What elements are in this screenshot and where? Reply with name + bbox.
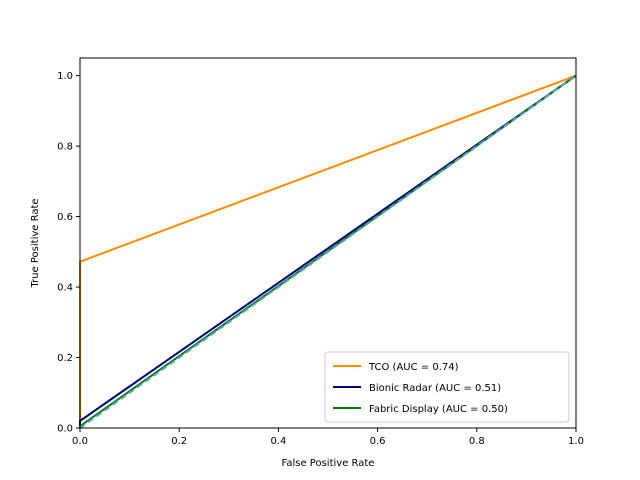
x-tick-label: 0.4 — [270, 436, 286, 447]
y-tick-label: 0.0 — [57, 424, 73, 435]
x-tick-label: 0.2 — [171, 436, 187, 447]
x-axis-ticks: 0.0 0.2 0.4 0.6 0.8 1.0 — [72, 428, 584, 447]
reference-diagonal-line — [79, 74, 577, 429]
legend-label: Fabric Display (AUC = 0.50) — [369, 404, 508, 415]
y-tick-label: 0.2 — [57, 353, 73, 364]
y-axis-ticks: 0.0 0.2 0.4 0.6 0.8 1.0 — [57, 71, 80, 435]
y-axis-label: True Positive Rate — [30, 198, 41, 288]
plot-frame — [79, 57, 577, 429]
x-tick-label: 0.0 — [72, 436, 88, 447]
legend-box — [324, 351, 570, 423]
y-tick-label: 1.0 — [57, 71, 73, 82]
y-tick-label: 0.6 — [57, 212, 73, 223]
y-tick-label: 0.8 — [57, 142, 73, 153]
legend: TCO (AUC = 0.74) Bionic Radar (AUC = 0.51… — [324, 351, 570, 423]
x-tick-label: 1.0 — [568, 436, 584, 447]
legend-label: Bionic Radar (AUC = 0.51) — [369, 383, 501, 394]
legend-label: TCO (AUC = 0.74) — [368, 362, 459, 373]
y-tick-label: 0.4 — [57, 283, 73, 294]
x-tick-label: 0.6 — [370, 436, 386, 447]
x-tick-label: 0.8 — [469, 436, 485, 447]
x-axis-label: False Positive Rate — [282, 458, 375, 469]
